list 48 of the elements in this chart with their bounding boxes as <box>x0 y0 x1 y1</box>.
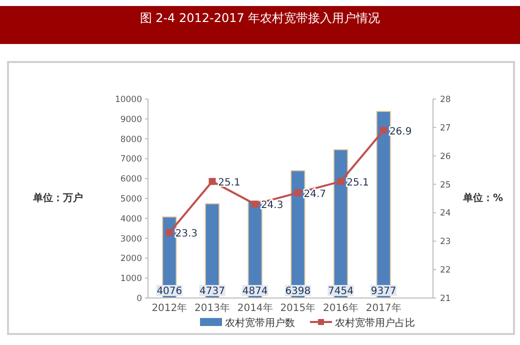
y-tick-label: 5000 <box>120 194 142 204</box>
y-tick-label: 7000 <box>120 154 142 165</box>
x-tick-label: 2012年 <box>152 302 188 314</box>
data-label: 6398 <box>285 286 311 297</box>
point <box>166 229 173 236</box>
x-tick-label: 2014年 <box>237 302 273 314</box>
data-label: 26.9 <box>389 126 412 138</box>
y2-tick-label: 22 <box>440 266 451 276</box>
point <box>337 178 344 185</box>
y2-tick-label: 21 <box>440 294 451 304</box>
y-tick-label: 4000 <box>120 214 142 224</box>
y-axis-title: 单位：万户 <box>32 192 83 204</box>
y2-axis-title: 单位：% <box>462 192 504 204</box>
x-tick-label: 2015年 <box>280 302 316 314</box>
y2-tick-label: 24 <box>440 208 451 219</box>
y-tick-label: 1000 <box>120 274 142 284</box>
y-tick-label: 0 <box>136 294 142 304</box>
y2-tick-label: 25 <box>440 180 451 190</box>
data-label: 4874 <box>242 286 268 297</box>
data-label: 25.1 <box>346 177 369 188</box>
y2-tick-label: 23 <box>440 237 451 248</box>
data-label: 4076 <box>156 286 182 297</box>
x-tick-label: 2013年 <box>194 302 230 314</box>
point <box>294 189 302 196</box>
data-label: 4737 <box>200 286 225 297</box>
point <box>208 178 216 185</box>
y2-tick-label: 28 <box>440 95 451 105</box>
y-tick-label: 10000 <box>114 95 142 105</box>
x-tick-label: 2017年 <box>366 302 402 314</box>
y-tick-label: 9000 <box>120 114 142 125</box>
data-label: 24.3 <box>260 200 284 212</box>
legend-label: 农村宽带用户数 <box>225 317 295 329</box>
point <box>380 126 388 134</box>
y-tick-label: 2000 <box>120 254 142 264</box>
data-label: 23.3 <box>175 228 198 240</box>
y-tick-label: 8000 <box>120 134 142 145</box>
chart-title: 图 2-4 2012-2017 年农村宽带接入用户情况 <box>140 11 380 25</box>
point <box>252 200 259 208</box>
data-label: 25.1 <box>218 177 240 188</box>
y2-tick-label: 26 <box>440 152 451 162</box>
x-tick-label: 2016年 <box>323 302 358 314</box>
data-label: 9377 <box>370 286 396 297</box>
legend-label: 农村宽带用户占比 <box>335 317 415 329</box>
y-tick-label: 6000 <box>120 174 142 185</box>
data-label: 24.7 <box>304 188 326 200</box>
data-label: 7454 <box>328 286 354 297</box>
y2-tick-label: 27 <box>440 123 451 134</box>
y-tick-label: 3000 <box>120 234 142 244</box>
